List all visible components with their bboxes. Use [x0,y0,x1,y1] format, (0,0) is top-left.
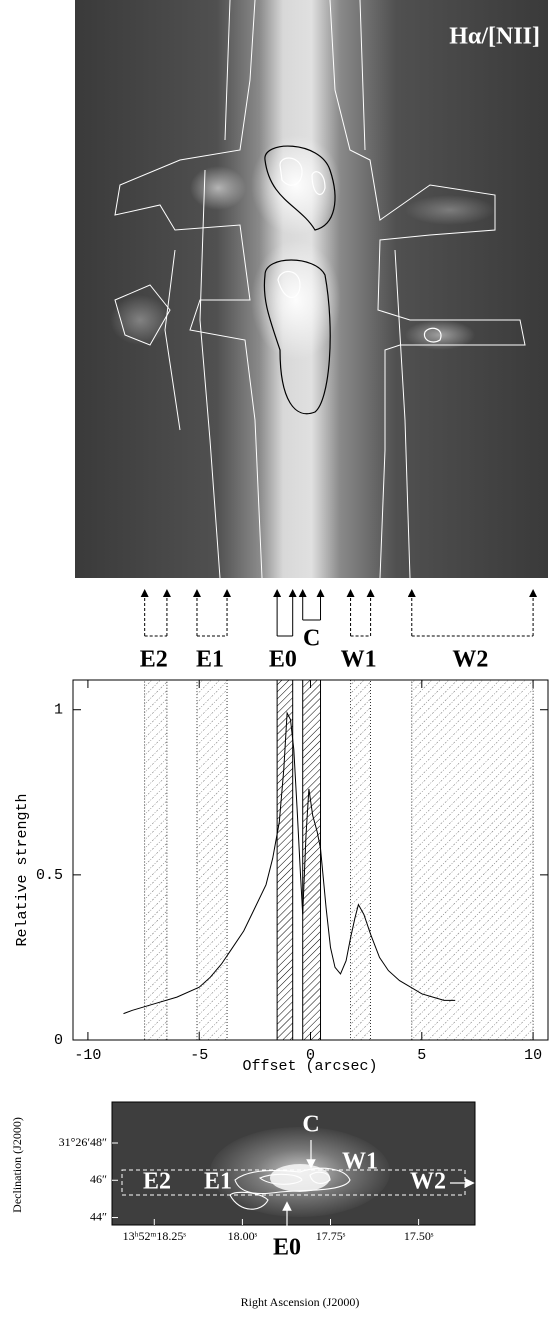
region [350,679,371,1041]
annotation: W1 [342,1149,378,1175]
spectrum-image [75,0,548,579]
region [196,679,228,1041]
y-axis-title: Relative strength [14,793,31,946]
y-tick-label: 0 [54,1032,63,1049]
annotation: E1 [204,1169,232,1195]
y-tick-label: 0.5 [36,867,63,884]
region-label: E1 [196,647,224,673]
region-label: W2 [452,647,488,673]
region [276,679,294,1041]
profile-line [123,711,456,1015]
y-tick-label: 44″ [90,1209,107,1223]
region-label: C [303,626,320,652]
x-tick-label: 13ʰ52ᵐ18.25ˢ [123,1229,187,1243]
annotation: E2 [143,1169,171,1195]
x-tick-label: -10 [74,1047,101,1064]
x-tick-label: 0 [306,1047,315,1064]
x-tick-label: 17.75ˢ [316,1229,346,1243]
x-tick-label: 17.50ˢ [404,1229,434,1243]
y-tick-label: 31°26′48″ [59,1135,107,1149]
annotation: W2 [410,1169,446,1195]
x-tick-label: -5 [190,1047,208,1064]
region [411,679,534,1041]
y-axis-title: Declination (J2000) [10,1117,24,1213]
x-axis-title: Offset (arcsec) [242,1058,377,1075]
region-label: E0 [269,647,297,673]
x-tick-label: 5 [417,1047,426,1064]
finding-image [111,1101,476,1230]
x-tick-label: 10 [524,1047,542,1064]
region [144,679,168,1041]
y-tick-label: 46″ [90,1172,107,1186]
region-label: E2 [140,647,168,673]
y-tick-label: 1 [54,702,63,719]
region-label: W1 [341,647,377,673]
x-axis-title: Right Ascension (J2000) [241,1295,360,1309]
annotation: C [302,1112,319,1138]
annotation: E0 [273,1235,301,1261]
image-title: Hα/[NII] [449,24,540,50]
x-tick-label: 18.00ˢ [228,1229,258,1243]
